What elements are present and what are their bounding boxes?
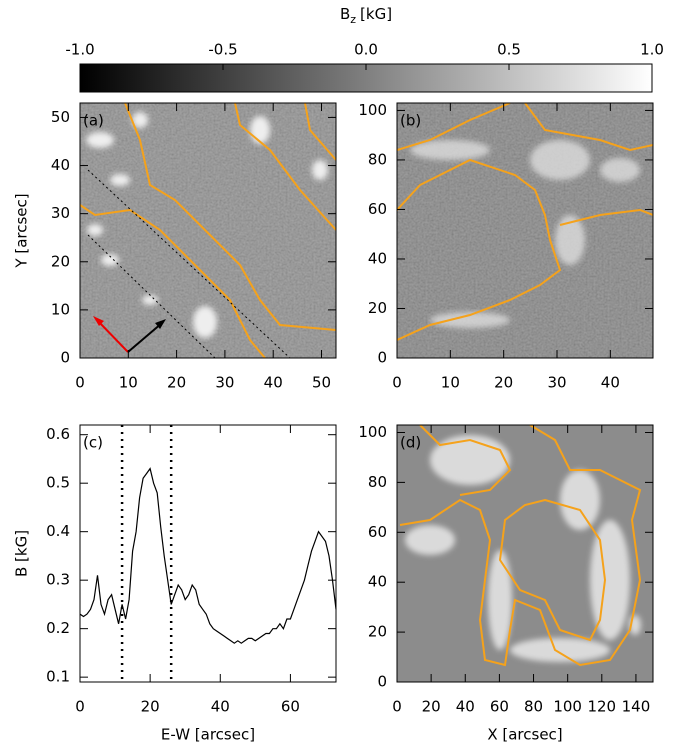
y-tick-label: 60	[368, 200, 387, 218]
x-tick-label: 20	[422, 698, 441, 716]
y-tick-label: 30	[51, 204, 70, 222]
panel-label: (c)	[83, 434, 103, 452]
y-tick-label: 0	[377, 673, 387, 691]
y-tick-label: 80	[368, 473, 387, 491]
x-tick-label: 40	[456, 698, 475, 716]
magnetogram-b	[397, 103, 653, 358]
x-tick-label: 40	[601, 374, 620, 392]
plot-frame	[79, 424, 337, 683]
y-tick-label: 40	[368, 573, 387, 591]
x-tick-label: 0	[392, 374, 402, 392]
y-tick-label: 40	[51, 156, 70, 174]
panel-label: (a)	[83, 112, 104, 130]
plot-frame	[396, 102, 654, 359]
x-tick-label: 0	[392, 698, 402, 716]
magnetogram-d	[397, 425, 653, 682]
x-tick-label: 40	[264, 374, 283, 392]
colorbar-tick-label: 1.0	[640, 41, 664, 59]
x-tick-label: 60	[281, 698, 300, 716]
colorbar-tick-label: -0.5	[208, 41, 237, 59]
y-tick-label: 50	[51, 108, 70, 126]
y-axis-label: B [kG]	[13, 530, 31, 577]
panel-label: (d)	[400, 434, 421, 452]
y-tick-label: 0.6	[46, 425, 70, 443]
colorbar-title: Bz [kG]	[340, 5, 392, 27]
y-tick-label: 100	[358, 423, 387, 441]
x-tick-label: 60	[490, 698, 509, 716]
x-tick-label: 0	[75, 374, 85, 392]
colorbar-tick-label: 0.0	[354, 41, 378, 59]
colorbar-title-subscript: z	[350, 13, 356, 26]
x-tick-label: 20	[141, 698, 160, 716]
y-tick-label: 80	[368, 150, 387, 168]
y-tick-label: 0.3	[46, 571, 70, 589]
y-tick-label: 20	[368, 623, 387, 641]
y-tick-label: 100	[358, 101, 387, 119]
y-tick-label: 40	[368, 249, 387, 267]
plot-frame	[396, 424, 654, 683]
panel-label: (b)	[400, 112, 421, 130]
x-tick-label: 50	[312, 374, 331, 392]
colorbar-title-symbol: B	[340, 5, 350, 23]
y-tick-label: 0.5	[46, 474, 70, 492]
x-tick-label: 20	[494, 374, 513, 392]
x-tick-label: 30	[215, 374, 234, 392]
x-tick-label: 120	[587, 698, 616, 716]
x-tick-label: 100	[553, 698, 582, 716]
x-tick-label: 80	[524, 698, 543, 716]
magnetogram-a	[80, 103, 336, 358]
y-tick-label: 0	[377, 349, 387, 367]
y-tick-label: 0	[60, 349, 70, 367]
plot-frame	[79, 102, 337, 359]
x-tick-label: 10	[441, 374, 460, 392]
colorbar-tick-label: -1.0	[65, 41, 94, 59]
y-tick-label: 60	[368, 523, 387, 541]
x-axis-label: X [arcsec]	[487, 726, 562, 744]
x-tick-label: 20	[167, 374, 186, 392]
y-axis-label: Y [arcsec]	[13, 193, 31, 268]
x-tick-label: 140	[622, 698, 651, 716]
x-tick-label: 30	[547, 374, 566, 392]
y-tick-label: 0.1	[46, 668, 70, 686]
colorbar-tick-label: 0.5	[497, 41, 521, 59]
colorbar-title-unit: [kG]	[360, 5, 392, 23]
profile-line	[79, 467, 337, 644]
x-axis-label: E-W [arcsec]	[161, 726, 255, 744]
x-tick-label: 40	[211, 698, 230, 716]
y-tick-label: 0.2	[46, 619, 70, 637]
y-tick-label: 20	[368, 299, 387, 317]
y-tick-label: 0.4	[46, 522, 70, 540]
x-tick-label: 10	[119, 374, 138, 392]
y-tick-label: 20	[51, 252, 70, 270]
x-tick-label: 0	[75, 698, 85, 716]
y-tick-label: 10	[51, 300, 70, 318]
